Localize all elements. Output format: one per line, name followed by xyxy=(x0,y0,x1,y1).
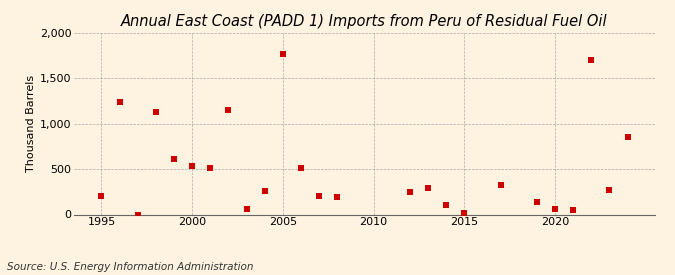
Point xyxy=(187,164,198,169)
Point xyxy=(586,58,597,62)
Point xyxy=(495,182,506,187)
Point xyxy=(259,189,270,193)
Point xyxy=(277,52,288,56)
Point xyxy=(423,186,433,190)
Point xyxy=(549,207,560,211)
Point xyxy=(205,166,216,170)
Point xyxy=(96,194,107,199)
Point xyxy=(241,207,252,211)
Point xyxy=(223,108,234,112)
Point xyxy=(531,200,542,204)
Point xyxy=(568,208,578,213)
Point xyxy=(332,195,343,199)
Text: Source: U.S. Energy Information Administration: Source: U.S. Energy Information Administ… xyxy=(7,262,253,272)
Point xyxy=(114,100,125,104)
Point xyxy=(459,210,470,215)
Point xyxy=(622,135,633,140)
Point xyxy=(314,194,325,199)
Point xyxy=(296,166,306,170)
Title: Annual East Coast (PADD 1) Imports from Peru of Residual Fuel Oil: Annual East Coast (PADD 1) Imports from … xyxy=(122,14,608,29)
Point xyxy=(151,110,161,114)
Point xyxy=(132,213,143,218)
Y-axis label: Thousand Barrels: Thousand Barrels xyxy=(26,75,36,172)
Point xyxy=(604,188,615,192)
Point xyxy=(169,157,180,161)
Point xyxy=(441,202,452,207)
Point xyxy=(404,190,415,194)
